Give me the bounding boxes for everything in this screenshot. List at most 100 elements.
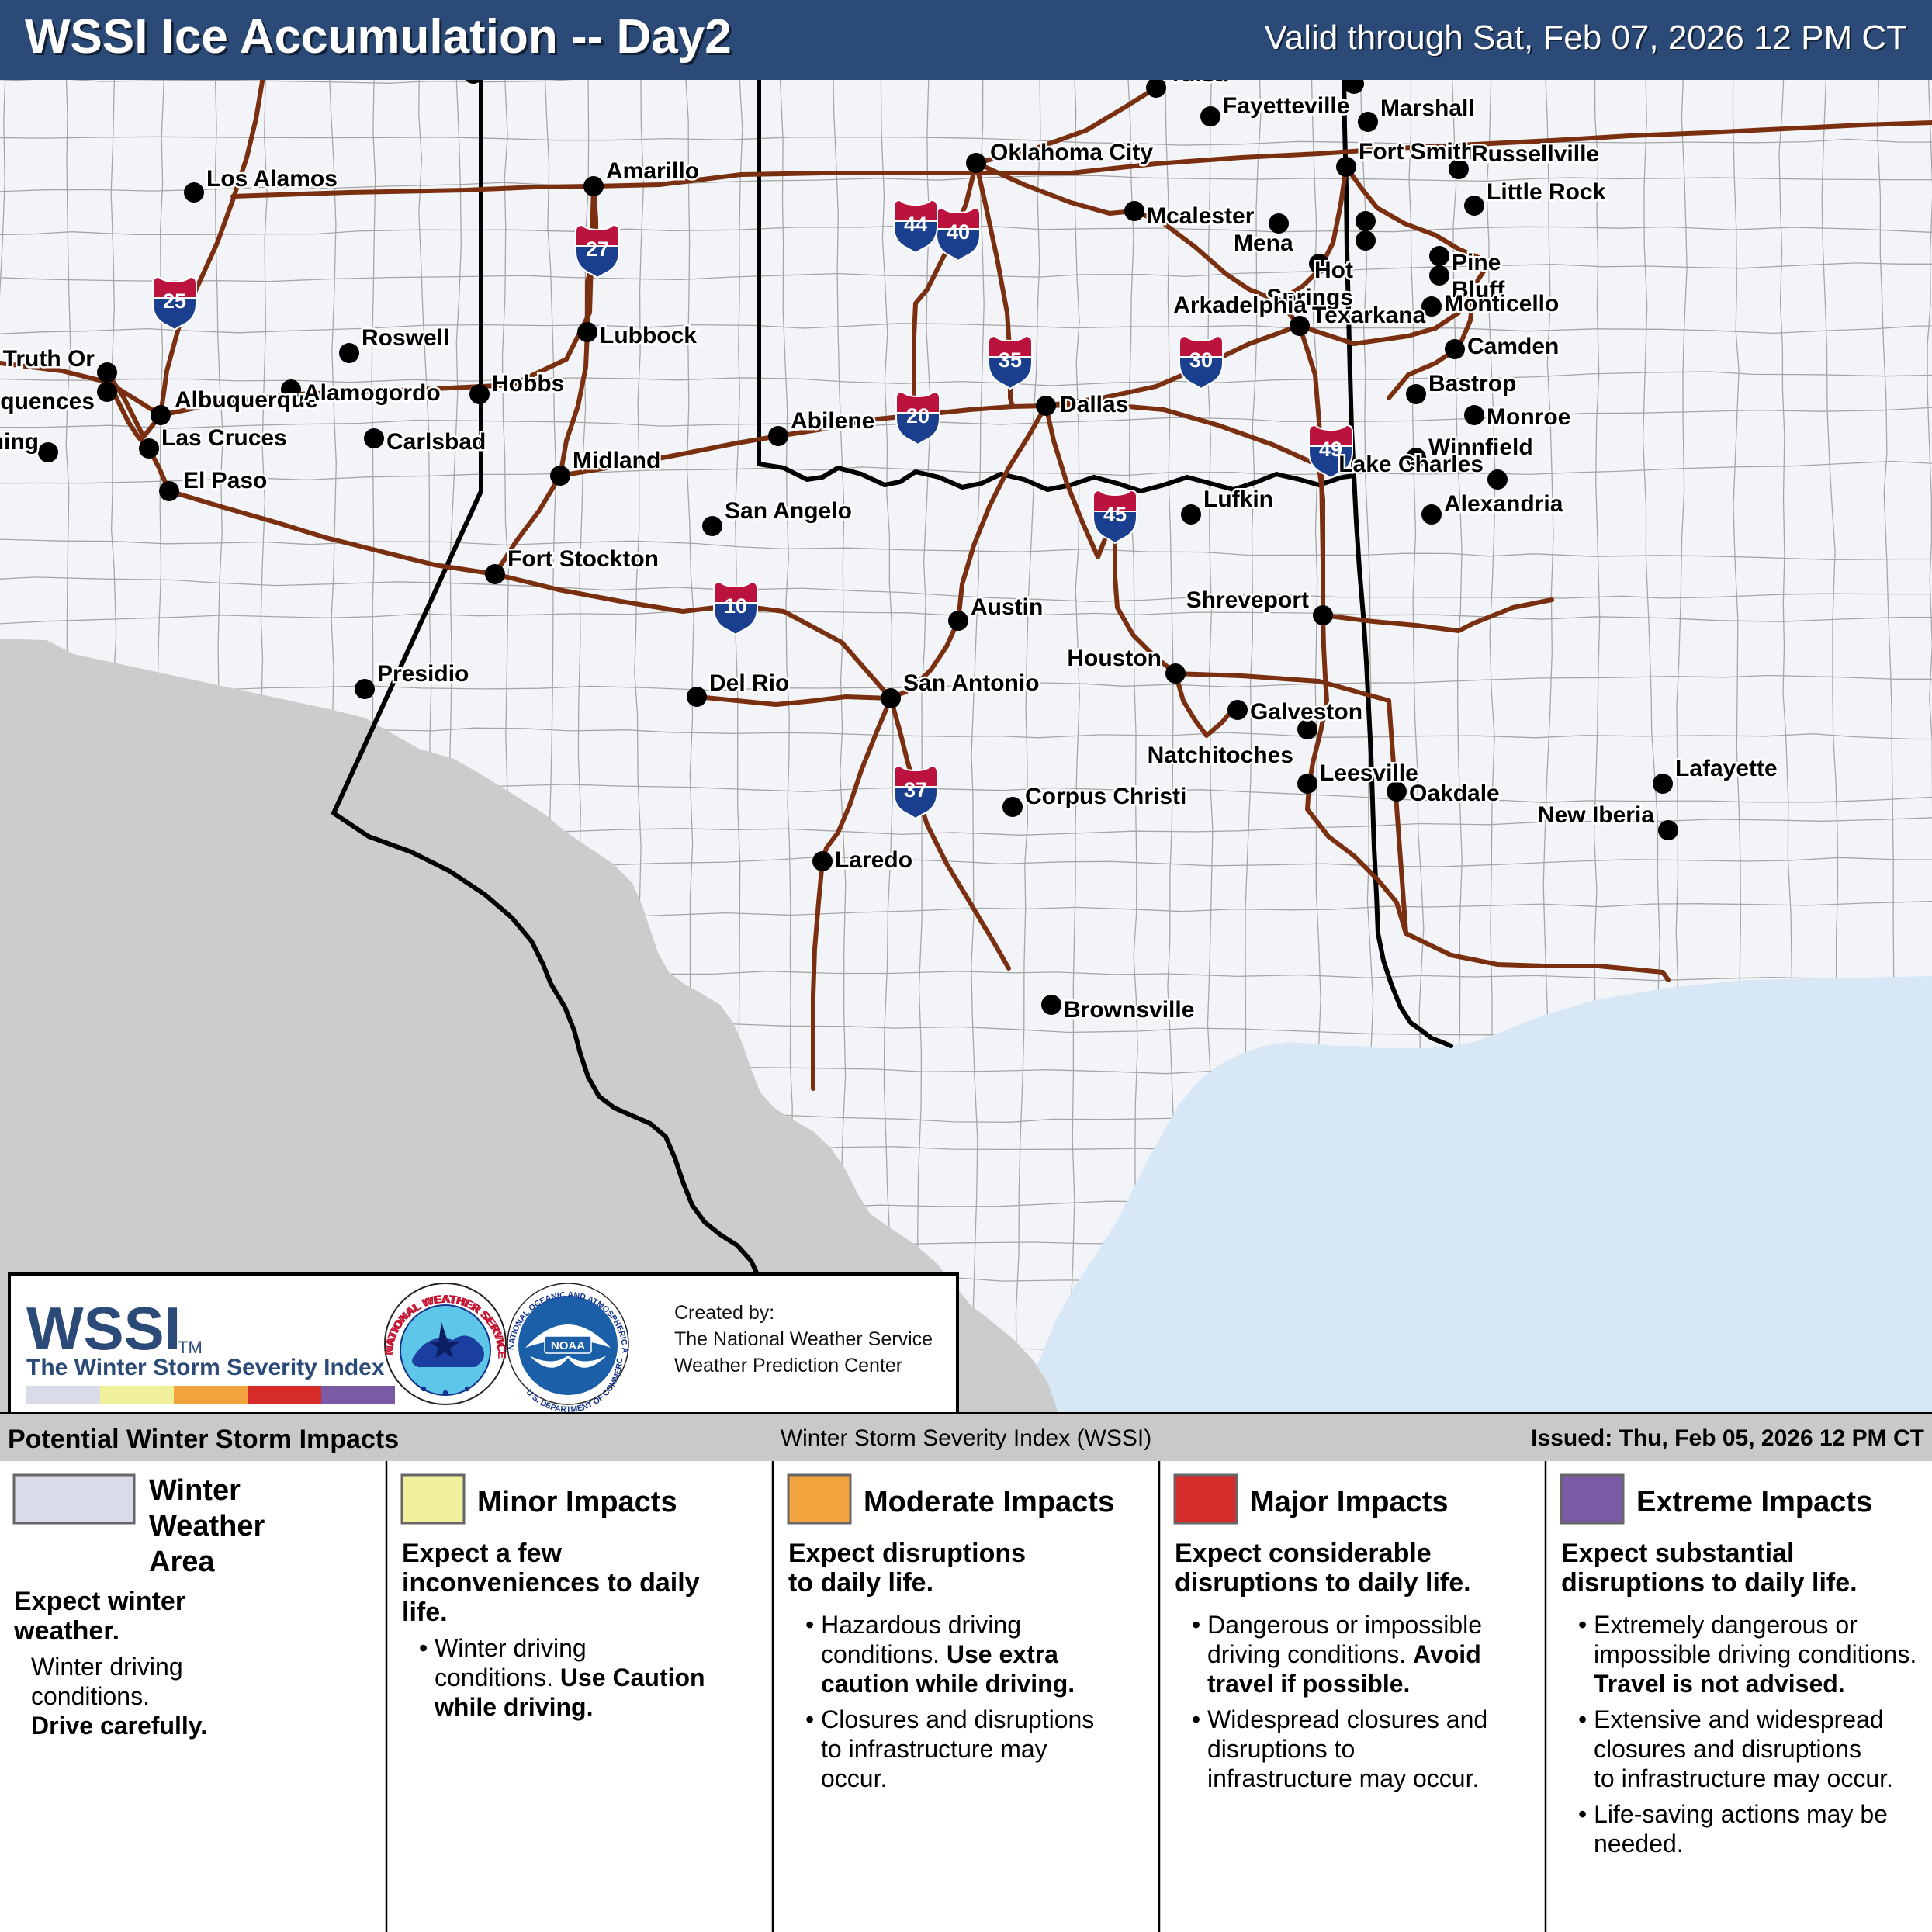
svg-text:Expect disruptions: Expect disruptions: [788, 1539, 1026, 1568]
svg-text:disruptions to daily life.: disruptions to daily life.: [1175, 1568, 1471, 1598]
svg-text:Alexandria: Alexandria: [1444, 491, 1563, 517]
svg-text:Winter Storm Severity Index (W: Winter Storm Severity Index (WSSI): [781, 1425, 1151, 1451]
svg-text:Shreveport: Shreveport: [1186, 587, 1309, 613]
svg-text:Potential Winter Storm Impacts: Potential Winter Storm Impacts: [8, 1425, 399, 1454]
svg-text:caution while driving.: caution while driving.: [821, 1670, 1075, 1698]
svg-text:Las Cruces: Las Cruces: [161, 425, 287, 451]
svg-text:Corpus Christi: Corpus Christi: [1025, 784, 1186, 809]
svg-text:Fort Smith: Fort Smith: [1359, 139, 1475, 164]
svg-text:Issued: Thu, Feb 05, 2026 12 P: Issued: Thu, Feb 05, 2026 12 PM CT: [1531, 1425, 1924, 1451]
svg-text:to daily life.: to daily life.: [788, 1568, 933, 1598]
svg-text:Pine: Pine: [1452, 250, 1501, 275]
svg-text:Marshall: Marshall: [1380, 95, 1475, 121]
svg-text:Lafayette: Lafayette: [1675, 756, 1778, 781]
svg-text:Minor Impacts: Minor Impacts: [477, 1486, 677, 1518]
svg-text:Carlsbad: Carlsbad: [386, 429, 486, 455]
svg-text:The Winter Storm Severity Inde: The Winter Storm Severity Index: [26, 1355, 385, 1380]
svg-text:driving conditions. Avoid: driving conditions. Avoid: [1207, 1640, 1481, 1668]
svg-text:inconveniences to daily: inconveniences to daily: [402, 1568, 700, 1598]
svg-text:to infrastructure may occur.: to infrastructure may occur.: [1594, 1764, 1893, 1792]
svg-text:Lake Charles: Lake Charles: [1338, 452, 1484, 477]
svg-text:Fort Stockton: Fort Stockton: [507, 546, 659, 572]
svg-text:conditions.: conditions.: [31, 1682, 150, 1710]
svg-text:Tulsa: Tulsa: [1169, 80, 1227, 87]
svg-text:disruptions to daily life.: disruptions to daily life.: [1561, 1568, 1858, 1598]
svg-text:Abilene: Abilene: [791, 408, 874, 434]
svg-text:37: 37: [904, 778, 927, 802]
svg-text:New Iberia: New Iberia: [1538, 802, 1654, 828]
svg-text:Galveston: Galveston: [1250, 699, 1362, 725]
svg-text:Consequences: Consequences: [0, 389, 95, 414]
svg-text:Mountain Home: Mountain Home: [1366, 80, 1541, 81]
svg-text:Mena: Mena: [1234, 230, 1293, 256]
svg-text:Lubbock: Lubbock: [600, 323, 697, 348]
svg-text:Expect substantial: Expect substantial: [1561, 1539, 1794, 1568]
svg-text:• Winter driving: • Winter driving: [419, 1634, 587, 1662]
svg-text:Extreme Impacts: Extreme Impacts: [1636, 1486, 1872, 1518]
svg-text:closures and disruptions: closures and disruptions: [1594, 1735, 1861, 1763]
svg-text:Drive carefully.: Drive carefully.: [31, 1712, 207, 1740]
svg-text:Weather: Weather: [149, 1510, 265, 1542]
svg-text:Brownsville: Brownsville: [1064, 997, 1194, 1023]
svg-text:Monticello: Monticello: [1444, 291, 1559, 317]
svg-text:Presidio: Presidio: [377, 661, 469, 687]
svg-text:Truth Or: Truth Or: [3, 346, 95, 372]
svg-text:Russellville: Russellville: [1471, 141, 1599, 167]
svg-text:conditions. Use extra: conditions. Use extra: [821, 1640, 1058, 1668]
svg-text:Laredo: Laredo: [835, 847, 912, 873]
svg-text:El Paso: El Paso: [183, 468, 267, 493]
svg-text:Bastrop: Bastrop: [1428, 371, 1516, 396]
svg-text:Camden: Camden: [1467, 334, 1559, 359]
svg-text:Oklahoma City: Oklahoma City: [990, 140, 1153, 165]
svg-text:Lufkin: Lufkin: [1203, 486, 1273, 512]
svg-text:weather.: weather.: [13, 1616, 119, 1646]
svg-text:Houston: Houston: [1067, 646, 1162, 671]
svg-text:Del Rio: Del Rio: [709, 670, 789, 696]
svg-text:Mcalester: Mcalester: [1147, 203, 1255, 229]
svg-text:Austin: Austin: [971, 594, 1043, 620]
svg-text:20: 20: [906, 404, 930, 428]
svg-text:Fayetteville: Fayetteville: [1223, 93, 1349, 119]
svg-text:10: 10: [724, 594, 747, 618]
svg-text:Oakdale: Oakdale: [1409, 781, 1500, 806]
svg-text:• Widespread closures and: • Widespread closures and: [1192, 1705, 1487, 1733]
svg-text:Arkadelphia: Arkadelphia: [1173, 293, 1307, 318]
svg-text:Moderate Impacts: Moderate Impacts: [864, 1486, 1114, 1518]
svg-text:to infrastructure may: to infrastructure may: [821, 1735, 1047, 1763]
svg-text:Texarkana: Texarkana: [1312, 303, 1426, 328]
svg-text:• Extremely dangerous or: • Extremely dangerous or: [1578, 1611, 1858, 1639]
svg-text:Expect winter: Expect winter: [14, 1587, 185, 1616]
svg-text:Hobbs: Hobbs: [492, 371, 564, 396]
svg-text:Midland: Midland: [573, 448, 660, 473]
svg-text:infrastructure may occur.: infrastructure may occur.: [1207, 1764, 1479, 1792]
svg-text:Winter: Winter: [149, 1474, 241, 1507]
svg-text:Los Alamos: Los Alamos: [206, 166, 338, 192]
svg-text:conditions. Use Caution: conditions. Use Caution: [435, 1664, 705, 1691]
svg-text:Natchitoches: Natchitoches: [1148, 743, 1293, 768]
svg-text:Amarillo: Amarillo: [606, 158, 699, 184]
svg-text:Travel is not advised.: Travel is not advised.: [1594, 1670, 1845, 1698]
svg-text:San Antonio: San Antonio: [903, 670, 1040, 696]
svg-text:30: 30: [1189, 348, 1213, 372]
svg-text:40: 40: [947, 220, 970, 244]
svg-text:Little Rock: Little Rock: [1487, 179, 1606, 205]
svg-text:27: 27: [586, 237, 609, 261]
svg-text:impossible driving conditions.: impossible driving conditions.: [1594, 1640, 1916, 1668]
svg-text:35: 35: [999, 348, 1022, 372]
svg-text:travel if possible.: travel if possible.: [1207, 1670, 1410, 1698]
svg-text:• Life-saving actions may be: • Life-saving actions may be: [1578, 1800, 1888, 1828]
svg-text:Created by:: Created by:: [674, 1302, 774, 1324]
svg-text:life.: life.: [402, 1598, 448, 1627]
svg-text:Dallas: Dallas: [1060, 392, 1128, 417]
svg-text:Albuquerque: Albuquerque: [175, 387, 318, 413]
svg-text:NOAA: NOAA: [551, 1339, 585, 1352]
svg-text:44: 44: [904, 213, 927, 236]
svg-text:45: 45: [1103, 503, 1127, 526]
svg-text:Deming: Deming: [0, 429, 39, 455]
svg-text:• Hazardous driving: • Hazardous driving: [805, 1611, 1021, 1639]
svg-text:Expect a few: Expect a few: [402, 1539, 563, 1568]
svg-text:25: 25: [163, 289, 186, 313]
svg-text:• Extensive and widespread: • Extensive and widespread: [1578, 1705, 1884, 1733]
svg-text:occur.: occur.: [821, 1764, 887, 1792]
svg-text:Alamogordo: Alamogordo: [303, 380, 441, 406]
